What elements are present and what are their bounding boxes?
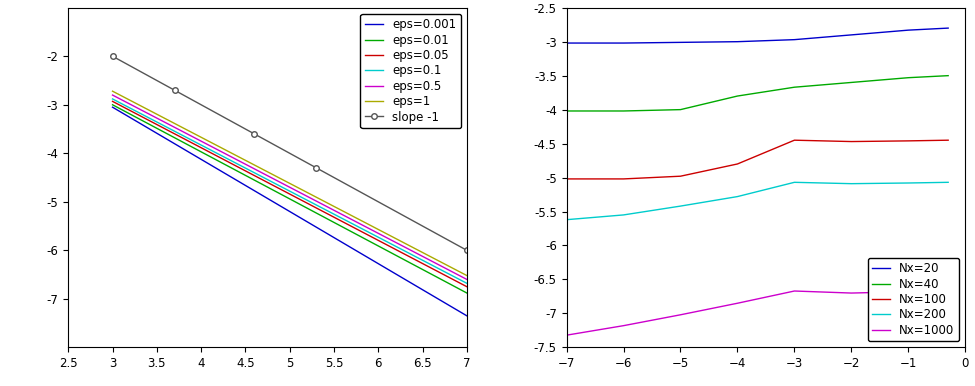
Nx=200	[789, 180, 800, 185]
Nx=1000	[675, 313, 686, 317]
Nx=40	[618, 109, 630, 113]
Line: Nx=100: Nx=100	[566, 140, 948, 179]
Nx=200	[903, 181, 915, 185]
Nx=1000	[618, 323, 630, 328]
slope -1	[461, 248, 473, 253]
Line: Nx=20: Nx=20	[566, 28, 948, 43]
Nx=100	[903, 139, 915, 143]
Nx=200	[618, 213, 630, 217]
Nx=100	[618, 177, 630, 181]
Nx=40	[731, 94, 743, 98]
Nx=20	[618, 41, 630, 46]
Nx=1000	[942, 290, 954, 294]
Nx=40	[903, 75, 915, 80]
Nx=100	[942, 138, 954, 142]
Line: Nx=200: Nx=200	[566, 182, 948, 220]
Nx=40	[942, 73, 954, 78]
Nx=1000	[903, 290, 915, 294]
Nx=40	[675, 107, 686, 112]
Nx=20	[731, 39, 743, 44]
Nx=200	[942, 180, 954, 185]
Nx=100	[789, 138, 800, 142]
Nx=100	[675, 174, 686, 178]
slope -1	[106, 54, 118, 59]
Nx=20	[845, 32, 857, 37]
Nx=40	[789, 85, 800, 90]
Nx=20	[942, 26, 954, 30]
Nx=200	[561, 217, 572, 222]
Line: Nx=1000: Nx=1000	[566, 291, 948, 335]
Nx=20	[789, 37, 800, 42]
Nx=20	[675, 40, 686, 45]
Nx=200	[675, 204, 686, 208]
Nx=100	[561, 177, 572, 181]
Nx=200	[845, 181, 857, 186]
Nx=20	[561, 41, 572, 46]
Legend: Nx=20, Nx=40, Nx=100, Nx=200, Nx=1000: Nx=20, Nx=40, Nx=100, Nx=200, Nx=1000	[868, 257, 959, 342]
Nx=100	[845, 139, 857, 144]
Line: Nx=40: Nx=40	[566, 76, 948, 111]
Line: slope -1: slope -1	[110, 54, 470, 253]
Nx=1000	[731, 301, 743, 306]
slope -1	[310, 166, 322, 170]
Nx=1000	[845, 291, 857, 295]
slope -1	[249, 132, 260, 136]
Nx=200	[731, 194, 743, 199]
Nx=100	[731, 162, 743, 166]
Nx=1000	[561, 333, 572, 337]
Nx=1000	[789, 289, 800, 293]
slope -1	[169, 88, 180, 93]
Legend: eps=0.001, eps=0.01, eps=0.05, eps=0.1, eps=0.5, eps=1, slope -1: eps=0.001, eps=0.01, eps=0.05, eps=0.1, …	[361, 14, 461, 128]
Nx=40	[845, 80, 857, 85]
Nx=20	[903, 28, 915, 32]
Nx=40	[561, 109, 572, 113]
